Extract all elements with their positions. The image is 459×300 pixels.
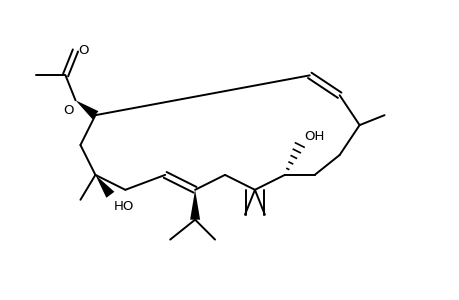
Polygon shape	[75, 100, 98, 119]
Text: O: O	[78, 44, 89, 57]
Text: OH: OH	[303, 130, 324, 143]
Text: HO: HO	[113, 200, 134, 213]
Text: O: O	[63, 104, 73, 117]
Polygon shape	[95, 175, 114, 198]
Polygon shape	[190, 190, 200, 220]
